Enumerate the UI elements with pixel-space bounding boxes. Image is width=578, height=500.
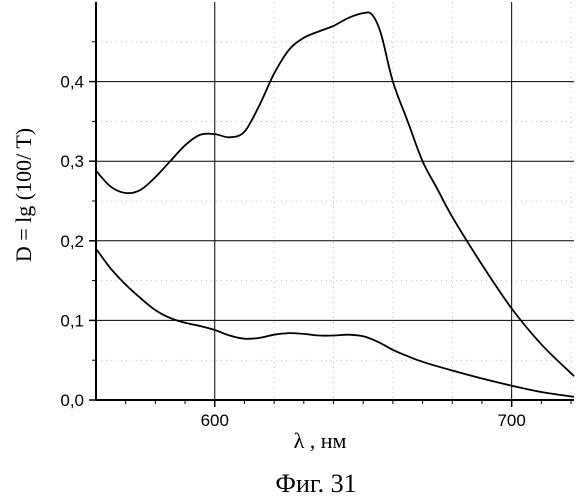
y-tick-label: 0,3: [60, 152, 84, 171]
grid: [96, 2, 574, 400]
y-tick-label: 0,4: [60, 73, 84, 92]
y-tick-label: 0,1: [60, 311, 84, 330]
plot-frame: [89, 2, 574, 407]
series-group: [96, 12, 574, 396]
y-axis-label: D = lg (100/ T): [11, 128, 36, 262]
x-tick-label: 700: [497, 411, 525, 430]
series-line-1: [96, 12, 574, 376]
figure-caption: Фиг. 31: [275, 469, 356, 498]
y-tick-label: 0,0: [60, 391, 84, 410]
x-axis-label: λ , нм: [294, 428, 347, 453]
y-tick-label: 0,2: [60, 232, 84, 251]
x-tick-label: 600: [201, 411, 229, 430]
tick-labels: 600 700 0,0 0,1 0,2 0,3 0,4: [60, 73, 525, 430]
series-line-2: [96, 249, 574, 397]
